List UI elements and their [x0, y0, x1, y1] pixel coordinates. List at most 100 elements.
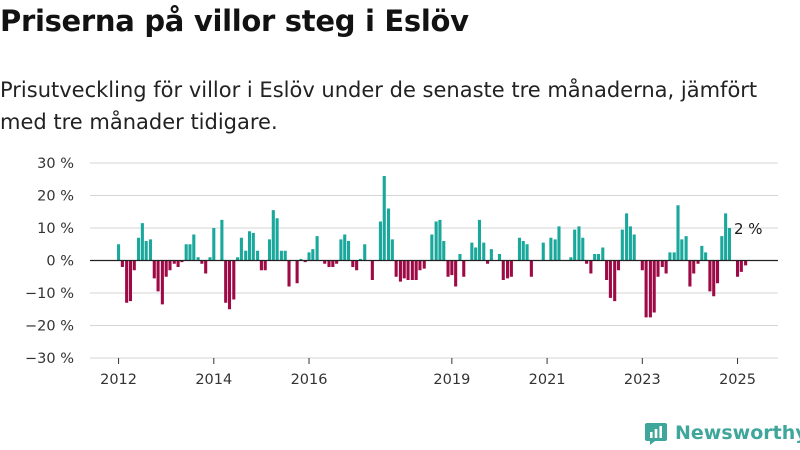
bar: [208, 257, 212, 261]
bar: [256, 250, 260, 261]
bar: [712, 260, 716, 297]
bar: [462, 260, 466, 277]
bar: [486, 260, 490, 264]
bar: [303, 260, 307, 263]
bar: [236, 257, 240, 261]
bar: [410, 260, 414, 280]
bar: [434, 221, 438, 261]
bar: [676, 205, 680, 261]
bar: [378, 221, 382, 261]
bar: [339, 239, 343, 261]
bar: [343, 234, 347, 261]
bar: [438, 219, 442, 261]
bar: [664, 260, 668, 274]
bar: [541, 242, 545, 261]
bar: [184, 244, 188, 261]
x-tick-label: 2012: [100, 372, 137, 388]
bar: [315, 236, 319, 261]
bar: [700, 245, 704, 261]
bar: [517, 237, 522, 261]
x-tick-label: 2014: [195, 372, 232, 388]
bar: [489, 249, 493, 261]
y-tick-label: −20 %: [25, 319, 74, 335]
bar: [200, 260, 204, 264]
bar: [148, 239, 153, 261]
bar: [704, 252, 708, 261]
bar: [232, 260, 236, 300]
bar: [680, 239, 684, 261]
bar: [192, 234, 196, 261]
y-tick-label: 20 %: [37, 189, 74, 205]
bar: [727, 228, 731, 261]
bar: [346, 241, 351, 261]
bar: [640, 260, 644, 271]
bar: [156, 260, 160, 292]
bar: [605, 260, 609, 280]
y-tick-label: −10 %: [25, 286, 74, 302]
bar: [414, 260, 418, 280]
bar: [247, 231, 252, 261]
bar: [406, 260, 410, 280]
bar: [589, 260, 593, 274]
bar: [196, 257, 200, 261]
bar: [120, 260, 124, 267]
bar: [477, 219, 482, 261]
bar: [608, 260, 612, 298]
bar: [287, 260, 291, 287]
bar: [283, 250, 287, 261]
bar: [390, 239, 394, 261]
bar: [172, 260, 176, 264]
bar: [117, 244, 121, 261]
bar: [497, 254, 502, 261]
bar: [430, 234, 434, 261]
annotations: 2 %: [734, 220, 763, 238]
bar: [581, 237, 585, 261]
bar: [386, 208, 391, 261]
bar: [164, 260, 168, 277]
bar: [418, 260, 422, 271]
latest-value-label: 2 %: [734, 220, 763, 238]
bar: [180, 260, 184, 263]
bar: [672, 252, 676, 261]
bar: [160, 260, 164, 305]
bar: [506, 260, 510, 279]
bar: [279, 250, 283, 261]
bar: [573, 229, 577, 261]
bar: [644, 260, 648, 318]
bar: [275, 218, 279, 261]
bar: [482, 242, 486, 261]
bar: [239, 237, 243, 261]
bar: [632, 234, 636, 261]
bar: [660, 260, 664, 267]
bar: [299, 258, 303, 261]
brand-logo: Newsworthy: [644, 419, 800, 447]
x-tick-label: 2023: [624, 372, 661, 388]
bar: [501, 260, 505, 280]
bar: [351, 260, 355, 267]
bar: [549, 237, 553, 261]
bar: [323, 260, 327, 264]
bar: [335, 260, 339, 264]
bar: [402, 260, 406, 279]
bar: [628, 226, 632, 261]
x-tick-label: 2019: [433, 372, 470, 388]
bar: [267, 239, 272, 261]
bar: [585, 260, 589, 264]
newsworthy-logo-icon: [645, 423, 667, 445]
bar: [724, 213, 728, 261]
bar: [525, 244, 529, 261]
bar: [307, 252, 311, 261]
bar: [271, 210, 275, 261]
bar: [442, 241, 446, 261]
bar: [688, 260, 692, 287]
bar: [125, 260, 129, 303]
bar: [529, 260, 533, 277]
y-tick-label: 30 %: [37, 156, 74, 172]
bar: [128, 260, 133, 302]
bar: [720, 236, 724, 261]
bar: [422, 260, 426, 269]
chart-subtitle: Prisutveckling för villor i Eslöv under …: [0, 78, 758, 134]
bar: [625, 213, 629, 261]
bar: [708, 260, 712, 292]
